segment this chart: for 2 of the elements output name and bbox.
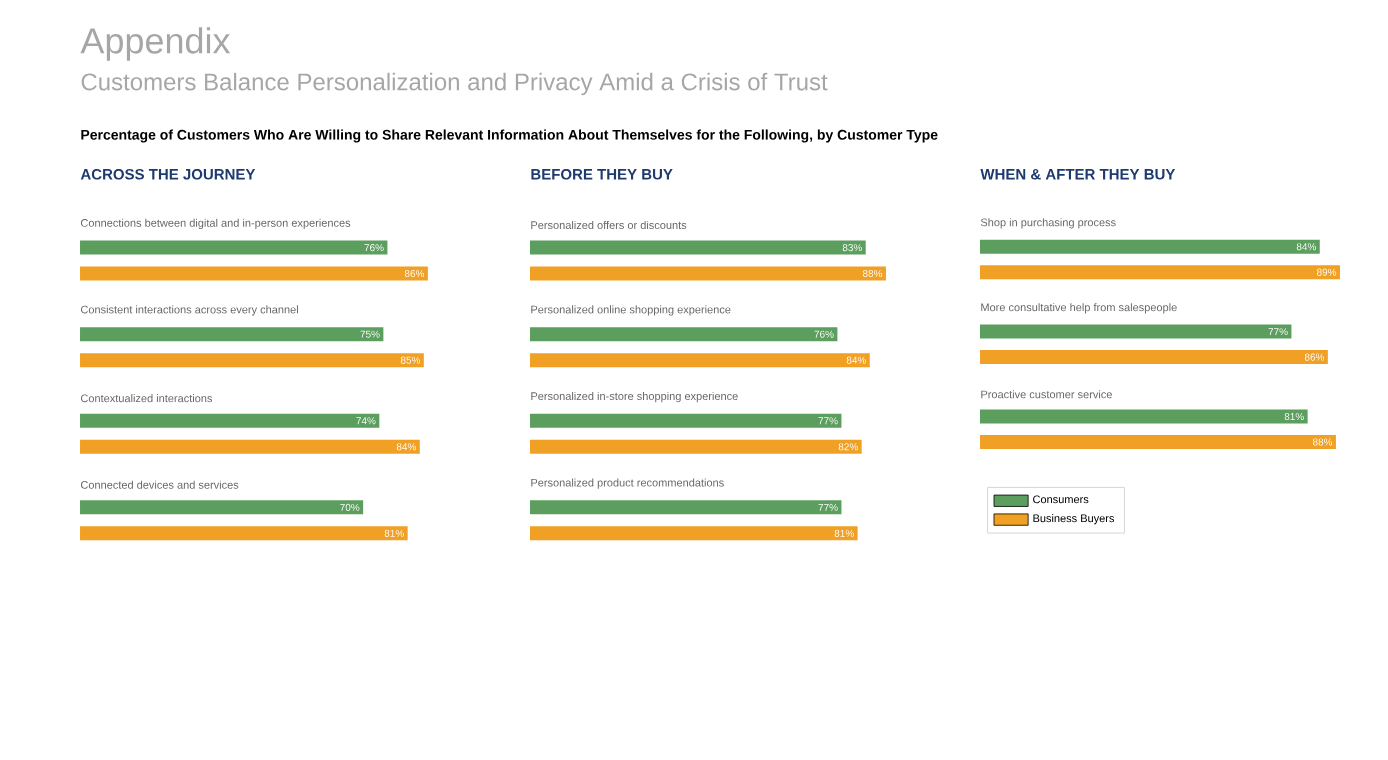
text: Appendix — [80, 27, 231, 61]
text: Customers Balance Personalization and Privacy Amid a Crisis of Trust — [81, 72, 828, 96]
